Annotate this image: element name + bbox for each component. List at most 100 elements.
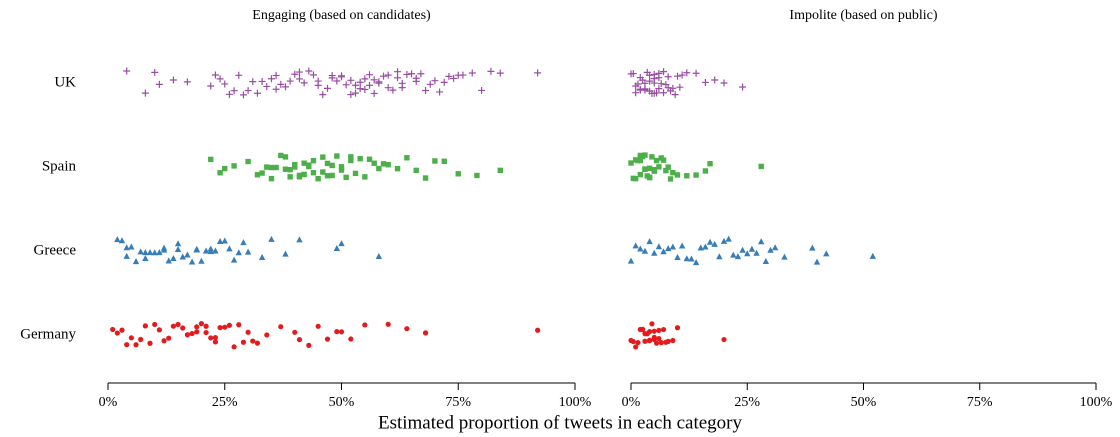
point xyxy=(123,252,130,259)
point xyxy=(296,337,303,343)
point xyxy=(739,83,747,91)
point xyxy=(306,342,312,348)
point xyxy=(422,330,429,336)
point xyxy=(156,249,163,256)
point xyxy=(198,257,205,264)
point xyxy=(152,321,158,328)
x-tick-label: 0% xyxy=(622,395,641,410)
point xyxy=(272,71,280,79)
point xyxy=(141,89,149,97)
point xyxy=(264,164,270,170)
point xyxy=(660,68,668,76)
point xyxy=(211,71,219,79)
point xyxy=(119,327,125,333)
point xyxy=(655,243,663,250)
point xyxy=(678,71,686,79)
point xyxy=(174,240,182,247)
point xyxy=(739,246,746,253)
point xyxy=(189,330,195,337)
point xyxy=(309,71,317,79)
point xyxy=(655,74,663,82)
point xyxy=(670,337,676,344)
point xyxy=(534,69,542,77)
point xyxy=(657,80,665,88)
point xyxy=(384,84,392,92)
point xyxy=(637,171,643,178)
point xyxy=(118,237,126,244)
point xyxy=(244,87,252,95)
point xyxy=(646,238,653,245)
point xyxy=(629,70,637,78)
point xyxy=(352,89,360,97)
point xyxy=(216,75,224,83)
point xyxy=(250,338,256,344)
point xyxy=(324,160,331,167)
point xyxy=(155,80,163,88)
point xyxy=(697,244,704,251)
point xyxy=(725,235,732,242)
point xyxy=(632,242,639,249)
point xyxy=(450,74,458,82)
point xyxy=(329,172,335,179)
point xyxy=(268,235,275,242)
point xyxy=(239,91,247,99)
point xyxy=(110,326,116,333)
point xyxy=(160,246,168,253)
point xyxy=(655,85,663,93)
point xyxy=(375,79,383,87)
point xyxy=(320,154,326,160)
point xyxy=(716,253,723,260)
point xyxy=(394,165,401,172)
point xyxy=(823,250,830,257)
point xyxy=(300,79,308,87)
point xyxy=(748,245,756,252)
point xyxy=(380,72,388,80)
point xyxy=(674,325,681,331)
point xyxy=(371,160,377,166)
point xyxy=(692,259,700,266)
point xyxy=(408,70,416,78)
point xyxy=(640,326,646,332)
point xyxy=(258,77,266,85)
point xyxy=(711,240,718,247)
point xyxy=(231,344,237,350)
point xyxy=(637,245,644,252)
x-tick-label: 100% xyxy=(1080,395,1113,410)
point xyxy=(647,338,653,344)
point xyxy=(179,253,186,260)
point xyxy=(641,247,649,254)
point xyxy=(348,157,354,164)
point xyxy=(165,257,172,264)
point xyxy=(422,86,430,94)
point xyxy=(301,171,307,178)
point xyxy=(146,249,154,256)
point xyxy=(468,69,476,77)
point xyxy=(253,89,261,97)
point xyxy=(124,342,130,348)
point xyxy=(348,154,354,160)
point xyxy=(385,162,391,168)
y-tick-label: Germany xyxy=(20,326,76,342)
point xyxy=(635,339,641,346)
point xyxy=(240,339,247,345)
point xyxy=(188,258,196,265)
point xyxy=(114,330,120,336)
point xyxy=(642,338,648,344)
point xyxy=(342,81,350,89)
point xyxy=(324,336,331,342)
point xyxy=(348,336,354,342)
point xyxy=(277,80,285,88)
point xyxy=(403,70,411,78)
point xyxy=(665,338,671,344)
point xyxy=(628,160,634,166)
point xyxy=(221,80,229,88)
point xyxy=(445,72,453,80)
point xyxy=(272,85,280,93)
point xyxy=(123,67,131,75)
point xyxy=(333,244,341,251)
point xyxy=(315,175,321,182)
point xyxy=(282,166,289,172)
point xyxy=(753,249,760,256)
point xyxy=(352,81,360,89)
point xyxy=(633,344,639,350)
